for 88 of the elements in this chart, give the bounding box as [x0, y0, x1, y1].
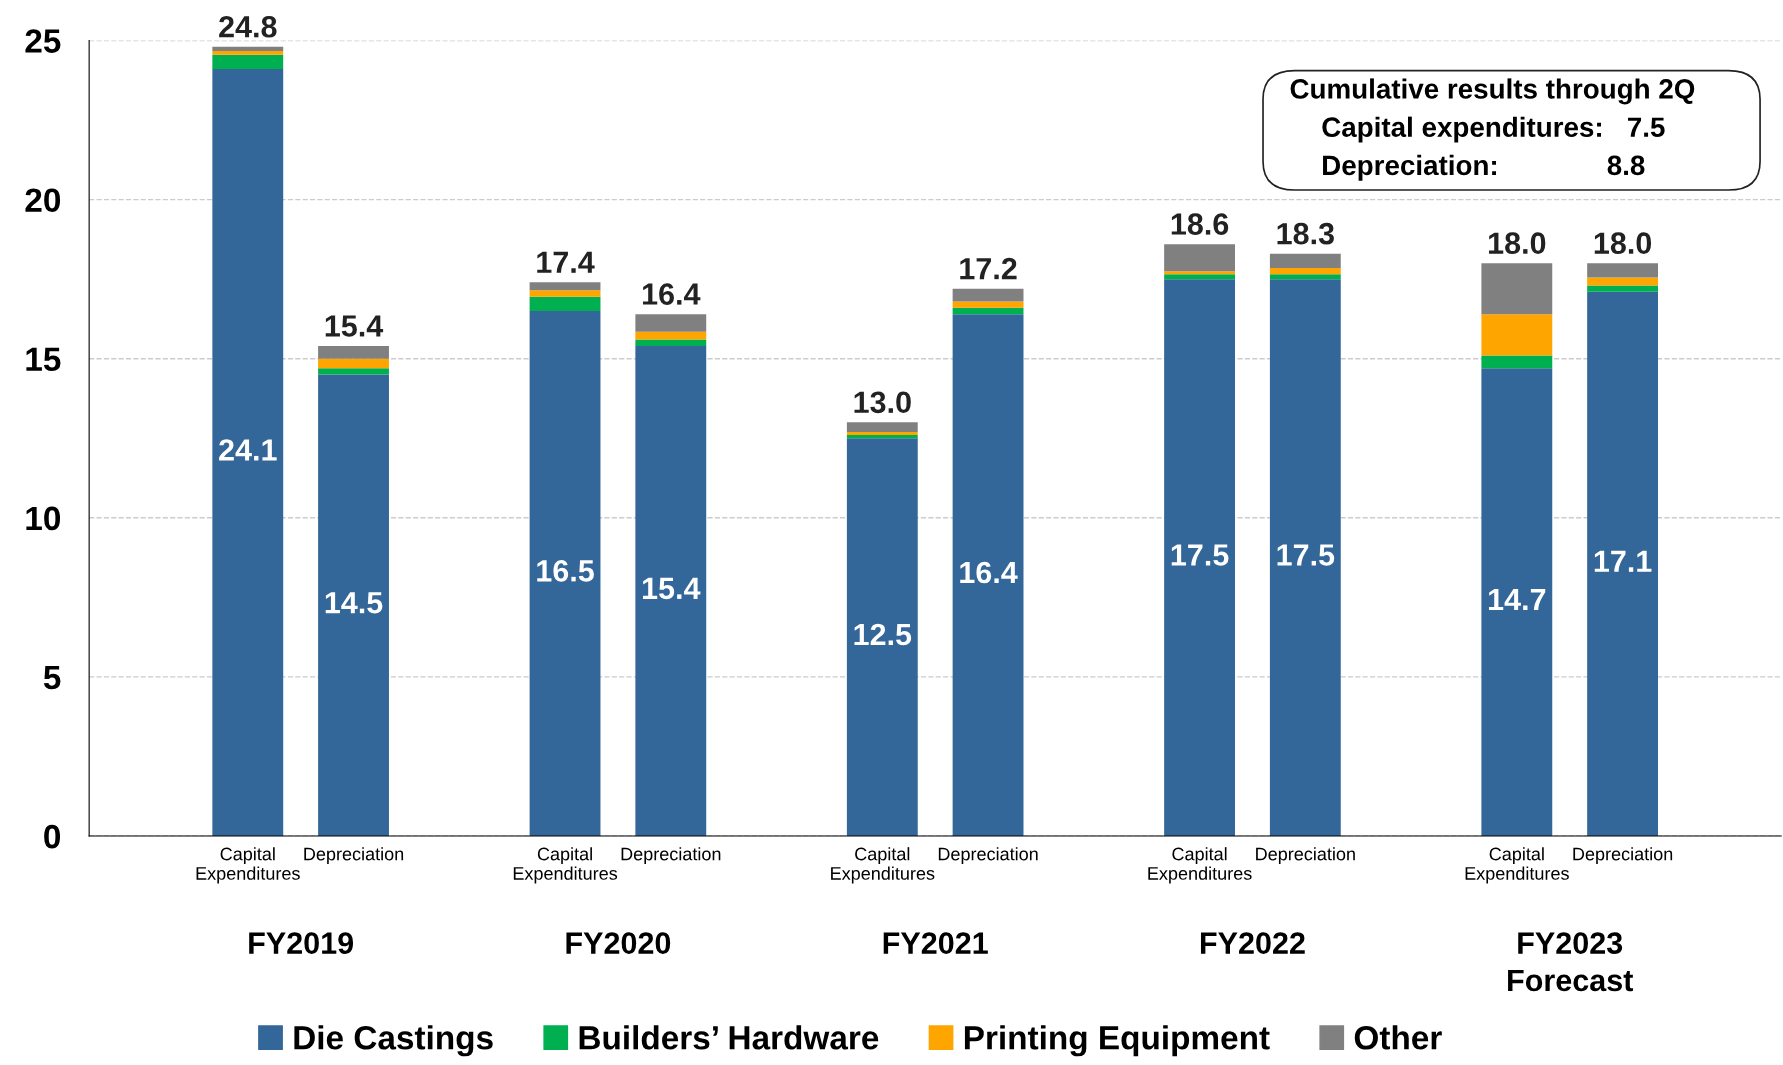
x-tick-label: Capital Expenditures: [1465, 847, 1569, 884]
bar: [529, 310, 601, 837]
total-label: 18.0: [1594, 232, 1652, 254]
bar: [212, 46, 284, 51]
x-tick-label: Capital Expenditures: [1148, 847, 1252, 884]
y-tick-label: 5: [43, 666, 61, 690]
data-label: 16.5: [537, 560, 594, 582]
x-tick-label: Capital Expenditures: [831, 847, 935, 884]
y-tick-label: 0: [44, 824, 61, 849]
total-label: 18.6: [1171, 213, 1229, 235]
text: FY2021: [883, 932, 988, 954]
bar: [1481, 368, 1553, 837]
y-tick-label: 20: [25, 188, 61, 212]
bar: [846, 438, 918, 837]
bar: [1481, 314, 1553, 356]
bar: [318, 374, 389, 837]
bar: [1269, 279, 1341, 837]
bar: [1269, 274, 1341, 280]
bar: [1164, 279, 1235, 837]
bar: [846, 431, 918, 436]
text: FY2023 Forecast: [1508, 932, 1634, 992]
bar: [1164, 274, 1235, 280]
text: FY2020: [566, 932, 671, 954]
legend-label: Builders’ Hardware: [579, 1025, 879, 1050]
bar: [846, 435, 918, 439]
bar: [529, 290, 601, 297]
bar: [318, 358, 389, 369]
bar: [1269, 253, 1341, 268]
bar: [635, 314, 707, 332]
y-tick-label: 15: [26, 347, 61, 372]
data-label: 15.4: [642, 577, 701, 600]
data-label: 14.5: [325, 592, 383, 614]
bar: [1164, 271, 1235, 275]
data-label: 12.5: [854, 623, 912, 646]
y-tick-label: 25: [25, 29, 61, 53]
data-label: 17.5: [1277, 544, 1335, 566]
bar: [1481, 263, 1553, 315]
data-label: 17.1: [1594, 550, 1652, 572]
x-tick-label: Capital Expenditures: [196, 847, 300, 884]
total-label: 15.4: [325, 315, 384, 337]
bar: [318, 345, 389, 359]
legend-label: Other: [1354, 1025, 1442, 1050]
x-tick-label: Capital Expenditures: [513, 847, 618, 884]
bar: [635, 339, 707, 346]
annotation: Capital expenditures: 7.5: [1322, 116, 1665, 143]
total-label: 24.8: [219, 15, 277, 38]
annotation: Depreciation: 8.8: [1323, 154, 1645, 181]
bar: [952, 288, 1024, 302]
text: FY2019: [249, 932, 354, 954]
legend-label: Printing Equipment: [964, 1025, 1270, 1057]
bar: [1587, 291, 1659, 837]
bar: [1164, 244, 1235, 272]
bar: [1587, 277, 1659, 286]
total-label: 18.0: [1489, 232, 1546, 254]
total-label: 16.4: [642, 283, 701, 305]
bar: [635, 345, 707, 837]
text: FY2022: [1200, 932, 1305, 954]
y-tick-label: 10: [26, 506, 61, 531]
bar: [1481, 355, 1553, 369]
total-label: 17.4: [537, 251, 595, 273]
bar: [952, 301, 1024, 308]
total-label: 17.2: [960, 257, 1017, 280]
bar: [635, 331, 707, 340]
bar: [212, 54, 284, 70]
data-label: 24.1: [219, 439, 277, 461]
bar: [1587, 285, 1659, 292]
total-label: 13.0: [854, 391, 911, 414]
data-label: 16.4: [960, 561, 1018, 584]
bar: [529, 282, 601, 291]
bar: [212, 69, 284, 837]
bar: [1269, 268, 1341, 275]
x-tick-label: Depreciation: [1256, 847, 1355, 864]
x-tick-label: Depreciation: [621, 847, 721, 864]
bar: [846, 422, 918, 432]
annotation: Cumulative results through 2Q: [1290, 78, 1695, 105]
x-tick-label: Depreciation: [1573, 847, 1673, 864]
data-label: 17.5: [1171, 544, 1229, 566]
bar: [212, 50, 284, 55]
bar: [1587, 263, 1659, 278]
legend-label: Die Castings: [294, 1025, 493, 1057]
bar: [952, 314, 1024, 837]
x-tick-label: Depreciation: [304, 847, 404, 864]
data-label: 14.7: [1489, 589, 1546, 611]
bar: [318, 368, 389, 375]
bar: [529, 296, 601, 311]
bar: [952, 307, 1024, 315]
total-label: 18.3: [1277, 222, 1334, 245]
x-tick-label: Depreciation: [938, 847, 1038, 864]
